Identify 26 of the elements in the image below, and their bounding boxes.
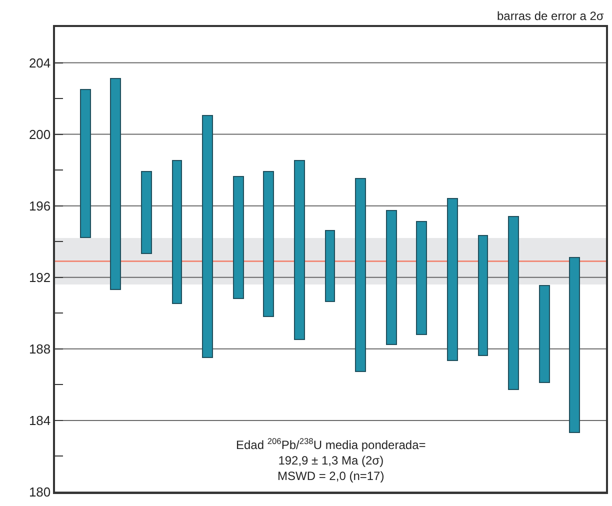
bar bbox=[386, 210, 397, 345]
y-tick-label: 180 bbox=[28, 484, 51, 500]
annotation: Edad $^{206}$Pb/$^{238}$U media ponderada= 192,9 ± 1,3 Ma (2σ) MSWD = 2,0 (n=17) bbox=[236, 436, 426, 484]
y-tick-label: 200 bbox=[28, 126, 51, 142]
bar bbox=[508, 216, 519, 390]
bar bbox=[447, 198, 458, 361]
bar bbox=[172, 160, 182, 304]
bar bbox=[416, 221, 427, 335]
bar bbox=[294, 160, 305, 340]
y-tick-label: 184 bbox=[28, 413, 51, 428]
y-tick-label: 204 bbox=[28, 55, 51, 70]
bar bbox=[325, 230, 335, 302]
bar bbox=[263, 171, 274, 317]
bar bbox=[569, 257, 580, 433]
y-tick-label: 192 bbox=[28, 270, 51, 285]
bar bbox=[202, 115, 213, 358]
text: barras de error a 2σ bbox=[497, 9, 604, 23]
bar bbox=[355, 178, 366, 372]
bar bbox=[141, 171, 152, 254]
bar bbox=[539, 285, 550, 383]
y-tick-label: 196 bbox=[28, 198, 51, 214]
bar bbox=[110, 78, 121, 290]
bar bbox=[478, 235, 488, 356]
bar bbox=[80, 89, 91, 238]
bar bbox=[233, 176, 244, 299]
y-tick-label: 188 bbox=[28, 341, 51, 356]
